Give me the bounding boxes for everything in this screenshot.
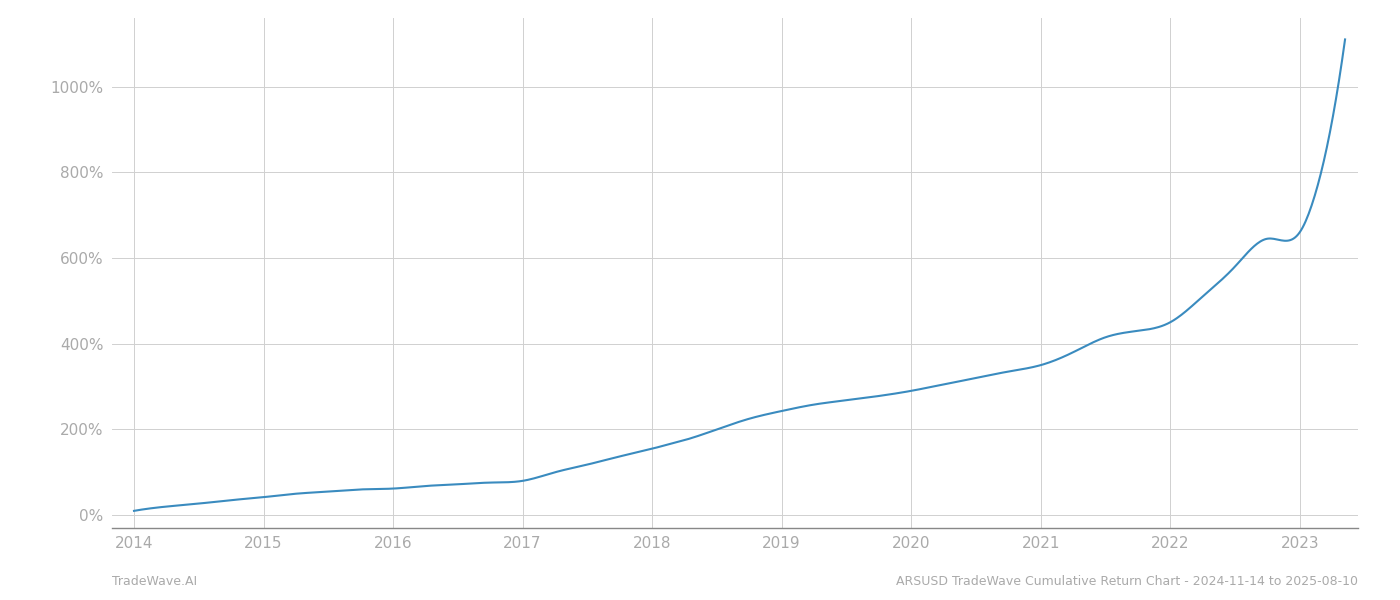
Text: ARSUSD TradeWave Cumulative Return Chart - 2024-11-14 to 2025-08-10: ARSUSD TradeWave Cumulative Return Chart… (896, 575, 1358, 588)
Text: TradeWave.AI: TradeWave.AI (112, 575, 197, 588)
